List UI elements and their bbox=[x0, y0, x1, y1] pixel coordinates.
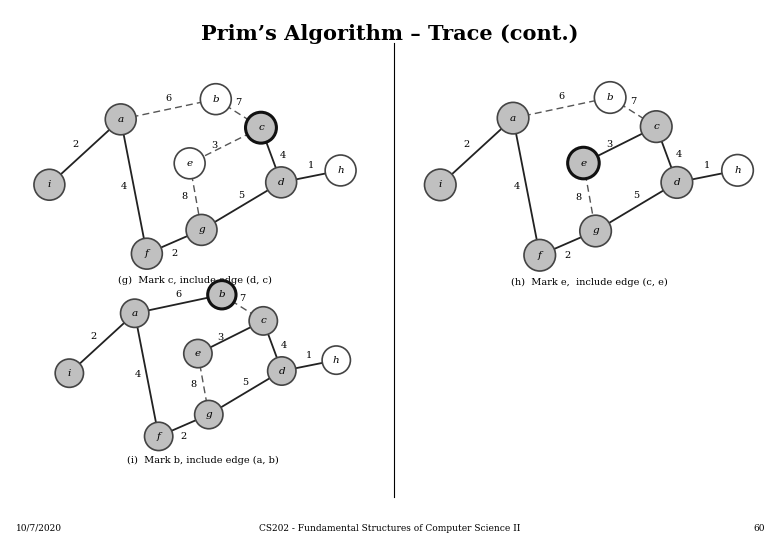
Text: 3: 3 bbox=[211, 141, 218, 150]
Text: h: h bbox=[333, 356, 339, 364]
Circle shape bbox=[144, 422, 173, 450]
Circle shape bbox=[131, 238, 162, 269]
Circle shape bbox=[640, 111, 672, 143]
Circle shape bbox=[498, 103, 529, 134]
Text: d: d bbox=[278, 367, 285, 375]
Text: 7: 7 bbox=[236, 98, 242, 107]
Text: i: i bbox=[48, 180, 51, 189]
Text: 2: 2 bbox=[73, 140, 79, 150]
Text: a: a bbox=[510, 113, 516, 123]
Text: f: f bbox=[157, 432, 161, 441]
Text: d: d bbox=[278, 178, 285, 187]
Text: 3: 3 bbox=[218, 333, 224, 342]
Text: 2: 2 bbox=[181, 432, 187, 441]
Text: g: g bbox=[592, 226, 599, 235]
Text: (i)  Mark b, include edge (a, b): (i) Mark b, include edge (a, b) bbox=[127, 456, 278, 465]
Text: b: b bbox=[212, 94, 219, 104]
Text: h: h bbox=[337, 166, 344, 175]
Circle shape bbox=[105, 104, 136, 135]
Text: 4: 4 bbox=[121, 182, 127, 191]
Circle shape bbox=[594, 82, 626, 113]
Text: 5: 5 bbox=[633, 191, 640, 200]
Text: h: h bbox=[734, 166, 741, 175]
Text: 10/7/2020: 10/7/2020 bbox=[16, 524, 62, 533]
Text: (g)  Mark c, include edge (d, c): (g) Mark c, include edge (d, c) bbox=[118, 275, 272, 285]
Text: d: d bbox=[674, 178, 680, 187]
Text: 1: 1 bbox=[704, 161, 711, 170]
Text: 3: 3 bbox=[606, 140, 612, 150]
Text: 4: 4 bbox=[280, 151, 286, 159]
Text: 4: 4 bbox=[280, 341, 286, 350]
Circle shape bbox=[34, 169, 65, 200]
Text: b: b bbox=[218, 290, 225, 299]
Circle shape bbox=[266, 167, 296, 198]
Text: (h)  Mark e,  include edge (c, e): (h) Mark e, include edge (c, e) bbox=[511, 278, 667, 287]
Circle shape bbox=[524, 239, 555, 271]
Text: 4: 4 bbox=[513, 182, 519, 191]
Text: a: a bbox=[118, 115, 124, 124]
Circle shape bbox=[200, 84, 231, 114]
Circle shape bbox=[268, 357, 296, 385]
Text: 8: 8 bbox=[182, 192, 188, 201]
Text: i: i bbox=[68, 369, 71, 377]
Circle shape bbox=[186, 214, 217, 245]
Text: g: g bbox=[198, 225, 205, 234]
Text: 5: 5 bbox=[243, 379, 248, 388]
Circle shape bbox=[661, 167, 693, 198]
Text: b: b bbox=[607, 93, 613, 102]
Text: 60: 60 bbox=[753, 524, 764, 533]
Circle shape bbox=[580, 215, 612, 247]
Text: 6: 6 bbox=[165, 94, 172, 103]
Circle shape bbox=[207, 281, 236, 309]
Text: c: c bbox=[261, 316, 266, 326]
Circle shape bbox=[195, 401, 223, 429]
Text: c: c bbox=[258, 123, 264, 132]
Text: i: i bbox=[438, 180, 442, 190]
Text: 2: 2 bbox=[171, 249, 177, 258]
Circle shape bbox=[722, 154, 753, 186]
Circle shape bbox=[424, 169, 456, 201]
Text: 6: 6 bbox=[558, 92, 565, 102]
Text: 2: 2 bbox=[565, 251, 571, 260]
Circle shape bbox=[55, 359, 83, 387]
Text: 2: 2 bbox=[464, 140, 470, 149]
Text: 4: 4 bbox=[135, 370, 141, 379]
Circle shape bbox=[322, 346, 350, 374]
Text: Prim’s Algorithm – Trace (cont.): Prim’s Algorithm – Trace (cont.) bbox=[201, 24, 579, 44]
Circle shape bbox=[325, 155, 356, 186]
Circle shape bbox=[249, 307, 278, 335]
Text: 8: 8 bbox=[576, 192, 582, 201]
Circle shape bbox=[246, 112, 276, 143]
Text: 2: 2 bbox=[90, 332, 97, 341]
Text: e: e bbox=[580, 159, 587, 167]
Circle shape bbox=[121, 299, 149, 327]
Text: 4: 4 bbox=[675, 150, 682, 159]
Text: g: g bbox=[205, 410, 212, 419]
Text: 6: 6 bbox=[176, 289, 181, 299]
Text: e: e bbox=[186, 159, 193, 168]
Text: CS202 - Fundamental Structures of Computer Science II: CS202 - Fundamental Structures of Comput… bbox=[259, 524, 521, 533]
Text: 5: 5 bbox=[239, 191, 244, 200]
Text: 1: 1 bbox=[308, 161, 314, 170]
Text: e: e bbox=[195, 349, 201, 358]
Text: f: f bbox=[538, 251, 541, 260]
Circle shape bbox=[184, 340, 212, 368]
Text: a: a bbox=[132, 309, 138, 318]
Text: 8: 8 bbox=[190, 380, 197, 389]
Circle shape bbox=[568, 147, 599, 179]
Text: 1: 1 bbox=[306, 351, 312, 360]
Text: f: f bbox=[145, 249, 149, 258]
Text: c: c bbox=[654, 122, 659, 131]
Text: 7: 7 bbox=[239, 294, 246, 302]
Text: 7: 7 bbox=[630, 97, 636, 106]
Circle shape bbox=[174, 148, 205, 179]
